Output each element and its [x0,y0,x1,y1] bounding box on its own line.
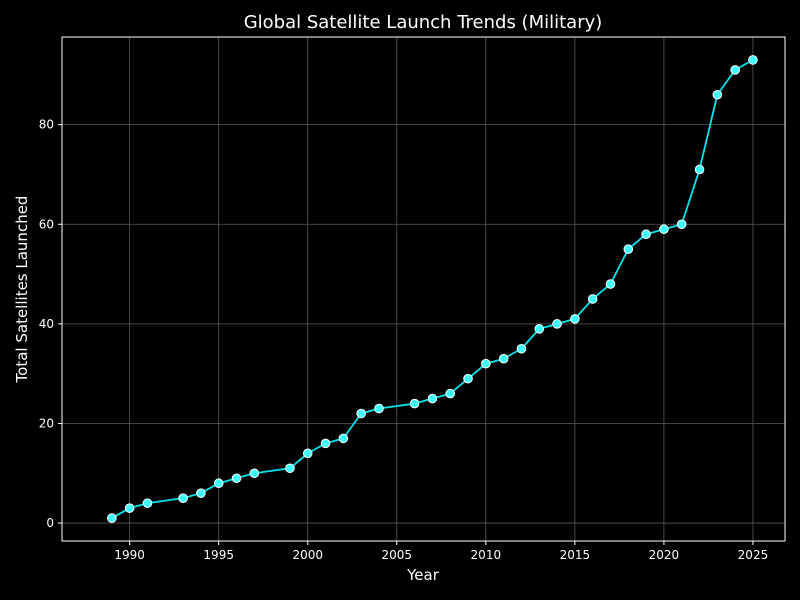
y-axis-label: Total Satellites Launched [13,196,31,384]
y-tick-label: 60 [39,217,54,231]
data-point [356,408,366,419]
x-tick-label: 2000 [292,548,323,562]
data-point [124,503,135,513]
data-point [231,473,242,484]
plot-frame [61,36,786,542]
x-tick-label: 1990 [114,548,145,562]
data-point [302,448,313,459]
x-tick-label: 1995 [203,548,234,562]
data-point [142,498,153,508]
y-tick-label: 80 [39,118,54,132]
y-tick-label: 40 [39,317,54,331]
data-point [213,478,224,489]
data-point [641,229,651,240]
data-point [605,279,616,289]
chart-title: Global Satellite Launch Trends (Military… [244,12,603,33]
data-point [178,493,188,503]
x-tick-label: 2010 [471,548,502,562]
series-line [111,59,754,519]
data-point [463,373,473,384]
data-point [659,224,669,235]
series-layer [107,55,758,523]
data-point [712,89,723,100]
data-point [338,433,349,444]
data-point [587,294,598,304]
data-point [107,513,117,523]
data-point [409,398,420,409]
data-point [285,463,295,474]
data-point [534,324,545,334]
data-point [196,488,206,498]
data-point [427,393,438,404]
data-point [676,219,687,230]
x-tick-label: 2015 [560,548,591,562]
data-point [623,244,634,254]
x-tick-label: 2025 [738,548,769,562]
y-tick-label: 0 [46,516,54,530]
data-point [498,353,509,364]
grid [62,37,785,541]
data-point [552,319,562,329]
data-point [730,65,740,75]
x-tick-label: 2005 [382,548,413,562]
data-point [570,314,580,324]
data-point [516,343,527,354]
data-point [320,438,331,449]
data-point [374,403,384,414]
x-tick-label: 2020 [649,548,680,562]
ticks: 1990 1995 2000 2005 2010 2015 2020 2025 0 20 40 60 8… [39,118,769,562]
y-tick-label: 20 [39,416,54,430]
data-point [748,55,758,65]
data-point [481,358,491,369]
data-point [249,468,260,479]
data-point [445,388,456,399]
x-axis-label: Year [406,566,440,584]
data-point [694,164,705,175]
